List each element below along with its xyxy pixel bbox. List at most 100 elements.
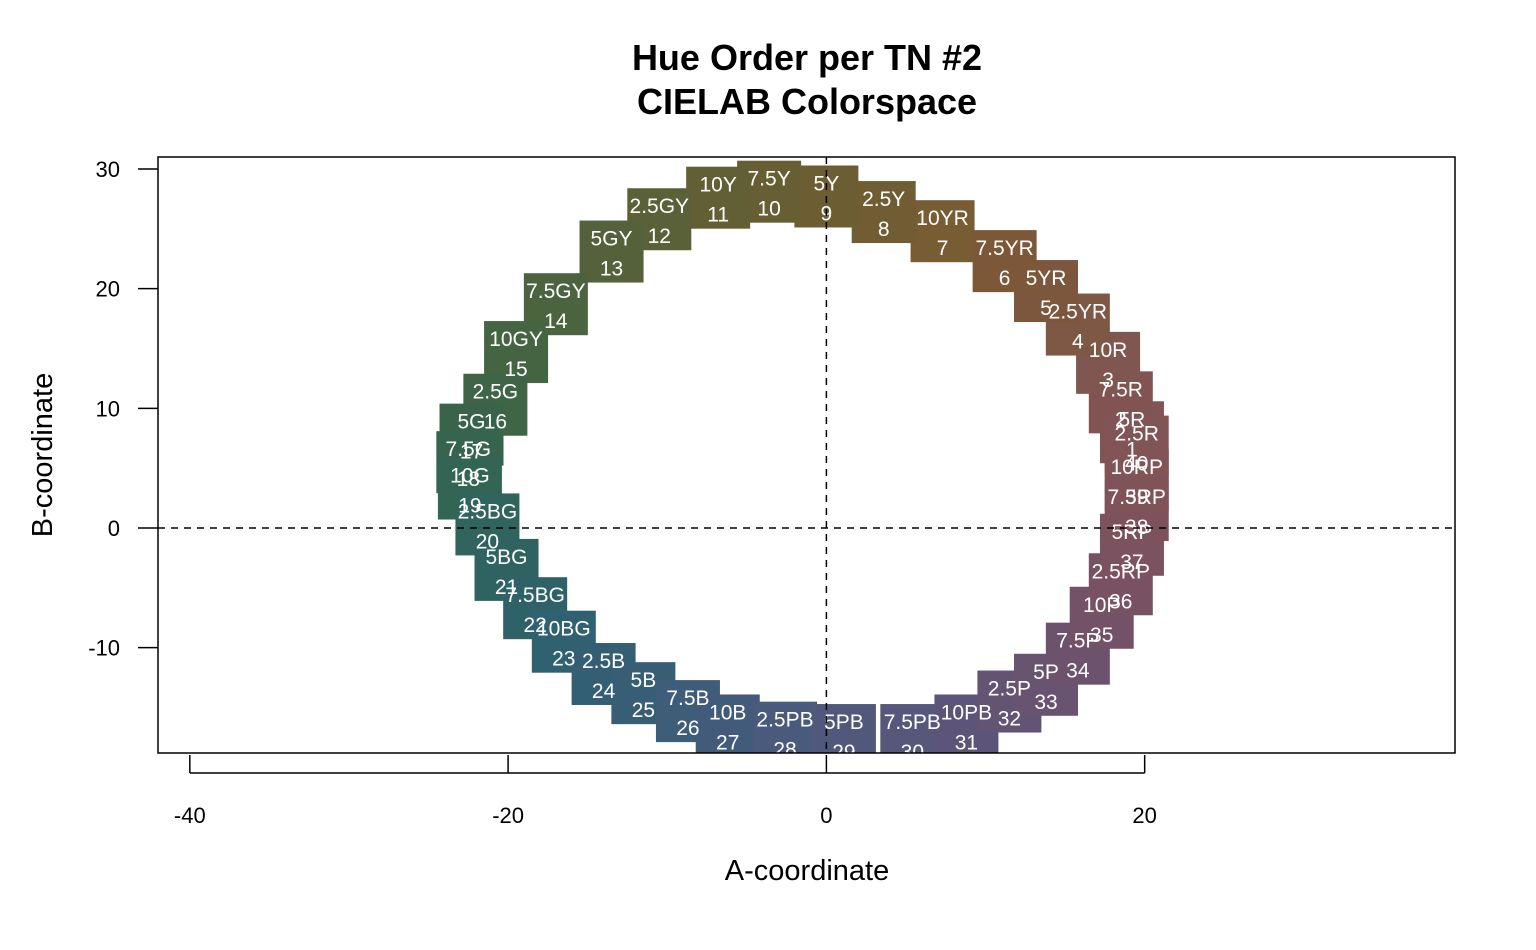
chip-order-label: 32: [998, 708, 1021, 731]
chip-order-label: 6: [999, 267, 1011, 290]
chip-hue-label: 2.5Y: [862, 188, 905, 211]
chip-hue-label: 7.5R: [1099, 378, 1143, 401]
y-tick-label: 30: [96, 157, 120, 182]
chip-hue-label: 2.5GY: [630, 195, 690, 218]
chip-hue-label: 10YR: [916, 207, 969, 230]
reference-lines: [158, 157, 1455, 753]
chip-swatch: [484, 321, 549, 384]
chip-order-label: 14: [544, 310, 568, 333]
chip-order-label: 27: [716, 731, 739, 754]
chip-hue-label: 7.5PB: [884, 711, 941, 734]
chip-swatch: [880, 704, 945, 753]
chip-hue-label: 7.5B: [666, 687, 709, 710]
x-axis-label: A-coordinate: [725, 855, 889, 887]
x-tick-label: -20: [492, 803, 524, 828]
chip-swatch: [579, 220, 644, 283]
chip-order-label: 2: [1115, 408, 1127, 431]
y-tick-label: 20: [96, 277, 120, 302]
chip-hue-label: 10G: [450, 465, 490, 488]
chip-order-label: 30: [901, 741, 924, 764]
chip-order-label: 8: [878, 218, 890, 241]
chip-hue-label: 10PB: [941, 701, 992, 724]
x-tick-label: 20: [1132, 803, 1156, 828]
chip-hue-label: 7.5BG: [505, 584, 565, 607]
chip-hue-label: 10P: [1083, 594, 1120, 617]
chip-swatch: [695, 694, 760, 753]
chip-swatch: [972, 230, 1037, 293]
chip-order-label: 4: [1072, 331, 1084, 354]
chip-order-label: 7: [937, 237, 949, 260]
chip-order-label: 26: [676, 717, 699, 740]
chip-order-label: 31: [955, 731, 978, 754]
chip-order-label: 22: [523, 614, 546, 637]
chart-subtitle: CIELAB Colorspace: [637, 81, 977, 122]
chip-11: [686, 166, 751, 229]
chip-order-label: 13: [600, 258, 623, 281]
chip-order-label: 35: [1090, 624, 1113, 647]
chip-hue-label: 5RP: [1112, 521, 1153, 544]
chip-swatch: [851, 181, 916, 244]
chip-hue-label: 10B: [709, 701, 746, 724]
chip-order-label: 16: [484, 411, 507, 434]
plot-frame: [157, 156, 1456, 754]
y-axis-label: B-coordinate: [27, 373, 59, 537]
chip-40: [1104, 415, 1169, 478]
chip-30: [880, 704, 945, 753]
chip-order-label: 11: [707, 204, 729, 227]
chip-hue-label: 7.5RP: [1108, 486, 1166, 509]
chip-order-label: 40: [1125, 453, 1148, 476]
x-tick-label: -40: [174, 803, 206, 828]
chip-hue-label: 2.5P: [988, 678, 1031, 701]
chip-hue-label: 2.5PB: [756, 709, 813, 732]
chip-hue-label: 2.5YR: [1049, 301, 1107, 324]
chip-hue-label: 5P: [1033, 661, 1059, 684]
x-axis: -40 -20 0 20: [174, 755, 1157, 828]
chip-order-label: 25: [632, 699, 655, 722]
chip-hue-label: 2.5R: [1115, 423, 1159, 446]
data-chips: 5R17.5R210R32.5YR45YR57.5YR610YR72.5Y85Y…: [436, 160, 1169, 764]
chip-29: [811, 704, 876, 753]
chip-7: [910, 200, 975, 263]
chip-order-label: 37: [1120, 551, 1143, 574]
chip-hue-label: 7.5YR: [975, 237, 1033, 260]
chip-order-label: 20: [476, 530, 499, 553]
chip-order-label: 28: [773, 739, 796, 762]
chart-title: Hue Order per TN #2: [632, 37, 982, 78]
chip-order-label: 17: [460, 441, 483, 464]
y-tick-label: -10: [88, 636, 120, 661]
x-tick-label: 0: [820, 803, 832, 828]
chip-hue-label: 5GY: [591, 228, 633, 251]
chip-hue-label: 10GY: [489, 328, 543, 351]
chip-hue-label: 10BG: [537, 618, 591, 641]
chip-swatch: [910, 200, 975, 263]
chip-order-label: 10: [757, 198, 780, 221]
chip-swatch: [686, 166, 751, 229]
y-axis: -10 0 10 20 30: [88, 157, 158, 661]
chip-hue-label: 2.5B: [582, 650, 625, 673]
chip-hue-label: 7.5Y: [748, 168, 791, 191]
chip-order-label: 24: [592, 680, 616, 703]
chip-order-label: 15: [504, 358, 527, 381]
chip-hue-label: 10Y: [699, 174, 736, 197]
chip-hue-label: 2.5G: [473, 381, 519, 404]
chip-hue-label: 5BG: [486, 546, 528, 569]
chip-hue-label: 2.5BG: [458, 500, 518, 523]
chip-hue-label: 5G: [458, 411, 486, 434]
chip-hue-label: 7.5G: [446, 438, 492, 461]
chip-order-label: 34: [1066, 660, 1090, 683]
chip-order-label: 36: [1109, 590, 1132, 613]
chip-swatch: [1104, 415, 1169, 478]
chip-order-label: 1: [1126, 438, 1138, 461]
chip-hue-label: 10R: [1089, 339, 1128, 362]
chip-order-label: 5: [1040, 297, 1052, 320]
chip-15: [484, 321, 549, 384]
chip-order-label: 19: [458, 495, 481, 518]
chip-8: [851, 181, 916, 244]
chip-hue-label: 5R: [1119, 408, 1146, 431]
chip-hue-label: 10RP: [1110, 456, 1163, 479]
chip-27: [695, 694, 760, 753]
chip-hue-label: 5B: [631, 669, 657, 692]
y-tick-label: 0: [108, 516, 120, 541]
